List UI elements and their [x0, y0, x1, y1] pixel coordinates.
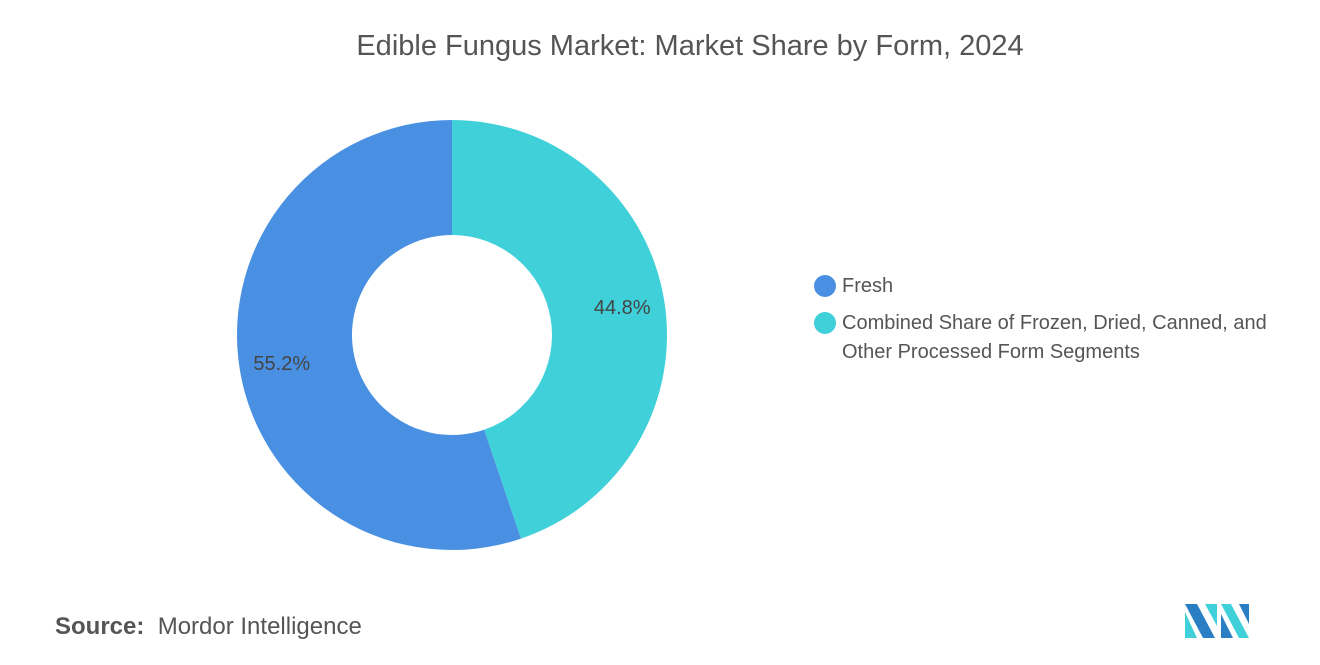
source-text: Mordor Intelligence	[157, 613, 362, 640]
legend-label: Combined Share of Frozen, Dried, Canned,…	[842, 312, 1267, 363]
mordor-logo	[1185, 604, 1249, 638]
slice-0	[237, 120, 522, 550]
slice-1	[452, 120, 668, 539]
legend-item-fresh: Fresh	[814, 272, 1282, 301]
legend-item-processed: Combined Share of Frozen, Dried, Canned,…	[814, 309, 1282, 367]
legend-label: Fresh	[842, 275, 894, 297]
data-label-0: 55.2%	[253, 353, 310, 375]
legend-swatch	[814, 275, 836, 297]
chart-title: Edible Fungus Market: Market Share by Fo…	[356, 30, 1024, 62]
source-prefix: Source:	[55, 613, 145, 640]
legend-swatch	[814, 312, 836, 334]
data-label-1: 44.8%	[594, 297, 651, 319]
source-note: Source: Mordor Intelligence	[55, 613, 362, 641]
legend: Fresh Combined Share of Frozen, Dried, C…	[814, 272, 1282, 375]
